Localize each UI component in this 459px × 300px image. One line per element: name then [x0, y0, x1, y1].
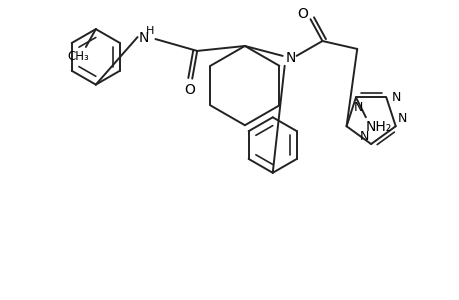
- Text: N: N: [359, 130, 368, 142]
- Text: N: N: [391, 91, 400, 104]
- Text: N: N: [285, 51, 295, 65]
- Text: N: N: [353, 101, 362, 114]
- Text: CH₃: CH₃: [67, 50, 89, 63]
- Text: O: O: [184, 82, 194, 97]
- Text: N: N: [138, 31, 148, 45]
- Text: O: O: [297, 7, 308, 21]
- Text: NH₂: NH₂: [365, 120, 391, 134]
- Text: H: H: [146, 26, 154, 36]
- Text: N: N: [397, 112, 407, 125]
